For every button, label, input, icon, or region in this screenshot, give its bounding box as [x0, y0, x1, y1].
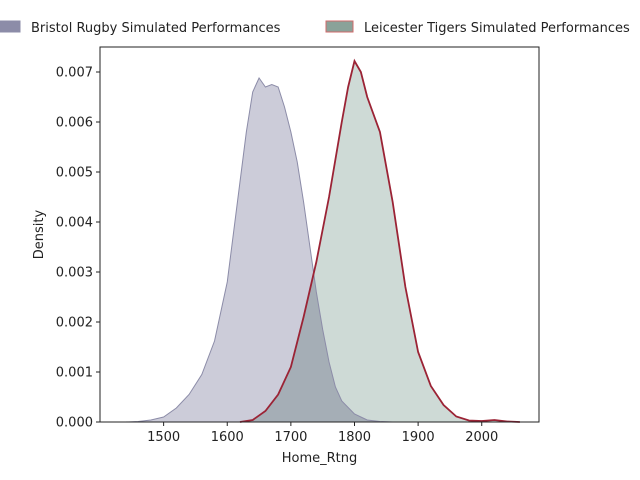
- y-tick-label: 0.002: [56, 316, 93, 331]
- x-tick-label: 1800: [338, 430, 371, 445]
- x-tick-label: 1700: [274, 430, 307, 445]
- y-axis: 0.000 0.001 0.002 0.003 0.004 0.005 0.006 0.007: [56, 66, 100, 431]
- y-tick-label: 0.000: [56, 416, 93, 431]
- y-tick-label: 0.001: [56, 366, 93, 381]
- y-tick-label: 0.006: [56, 116, 93, 131]
- x-tick-label: 1900: [402, 430, 435, 445]
- legend: Bristol Rugby Simulated Performances Lei…: [0, 20, 630, 36]
- legend-swatch-leicester: [325, 20, 354, 33]
- y-axis-label: Density: [32, 209, 47, 259]
- legend-swatch-bristol: [0, 20, 21, 33]
- legend-label-leicester: Leicester Tigers Simulated Performances: [364, 21, 630, 36]
- density-line-1: [239, 58, 520, 423]
- x-axis-label: Home_Rtng: [282, 451, 358, 466]
- y-tick-label: 0.007: [56, 66, 93, 81]
- legend-label-bristol: Bristol Rugby Simulated Performances: [31, 21, 281, 36]
- x-tick-label: 2000: [465, 430, 498, 445]
- plot-frame: [99, 46, 540, 423]
- x-axis: 1500 1600 1700 1800 1900 2000: [147, 422, 498, 445]
- y-tick-label: 0.005: [56, 166, 93, 181]
- y-tick-label: 0.004: [56, 216, 93, 231]
- x-tick-label: 1500: [147, 430, 180, 445]
- y-tick-label: 0.003: [56, 266, 93, 281]
- density-area-0: [125, 78, 393, 422]
- density-line-0: [125, 76, 393, 423]
- density-area-1: [239, 61, 520, 422]
- x-tick-label: 1600: [211, 430, 244, 445]
- plot-series: [125, 58, 520, 423]
